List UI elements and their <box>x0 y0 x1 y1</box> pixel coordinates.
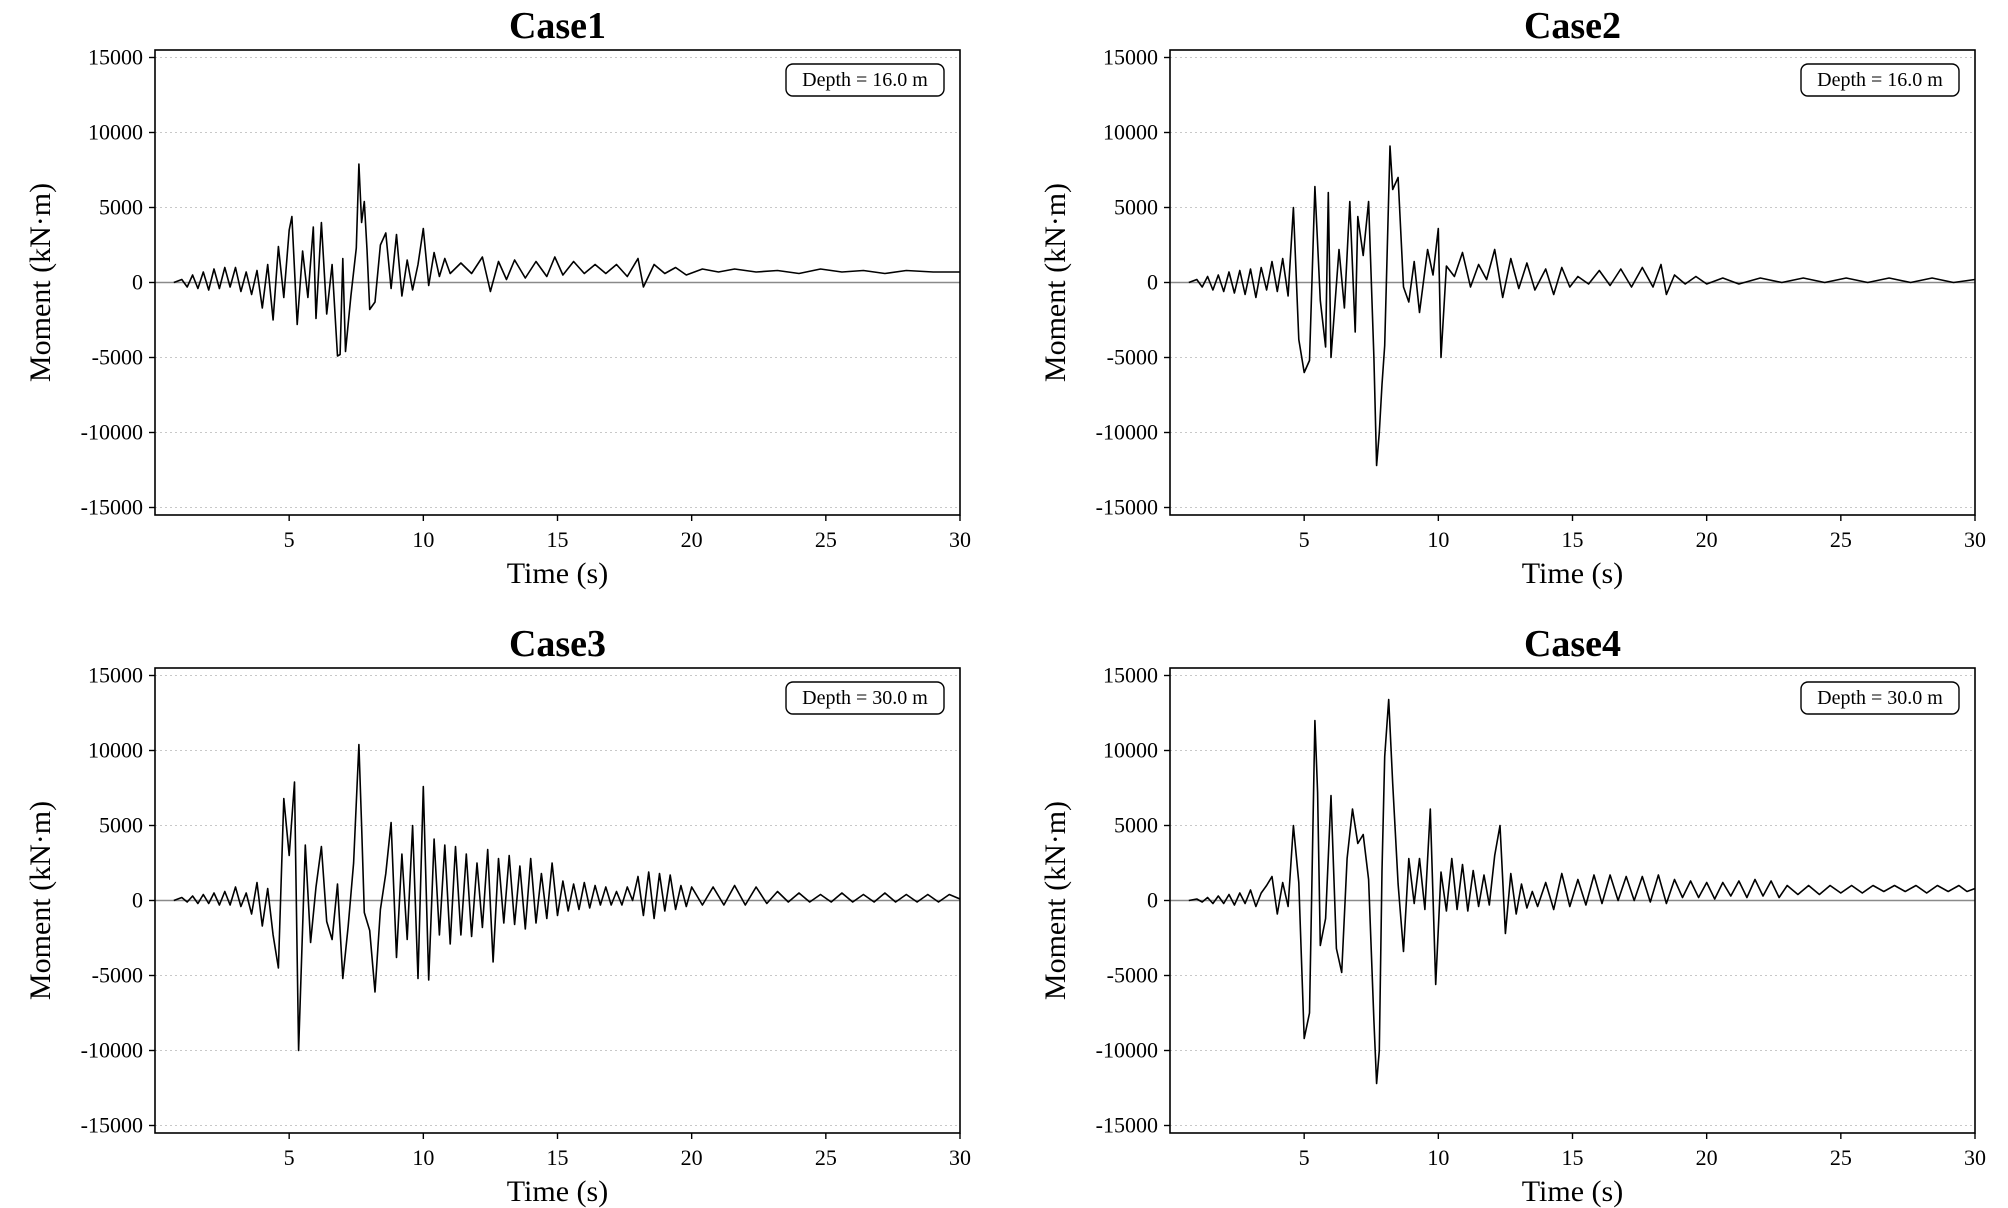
y-tick-label: -15000 <box>1096 495 1158 520</box>
x-tick-label: 15 <box>1562 1145 1584 1170</box>
x-axis-label: Time (s) <box>507 557 608 590</box>
y-tick-label: -5000 <box>1107 345 1158 370</box>
x-tick-label: 10 <box>1427 527 1449 552</box>
moment-trace <box>173 743 961 1052</box>
y-tick-label: 5000 <box>99 195 143 220</box>
chart-title: Case4 <box>1524 623 1621 665</box>
depth-annotation: Depth = 30.0 m <box>802 687 928 709</box>
x-tick-label: 25 <box>1830 527 1852 552</box>
y-tick-label: 5000 <box>99 813 143 838</box>
y-tick-label: 0 <box>132 270 143 295</box>
x-tick-label: 30 <box>949 1145 971 1170</box>
x-tick-label: 10 <box>412 527 434 552</box>
x-tick-label: 20 <box>681 527 703 552</box>
chart-panel-4: 15000 10000 5000 0 -5000 -10000 -15000 5 10 15 20 2… <box>1039 623 1986 1208</box>
y-tick-label: 15000 <box>88 663 143 688</box>
chart-title: Case3 <box>509 623 606 665</box>
y-tick-label: 0 <box>1147 270 1158 295</box>
x-tick-label: 10 <box>412 1145 434 1170</box>
x-tick-label: 5 <box>1299 1145 1310 1170</box>
x-tick-label: 30 <box>949 527 971 552</box>
y-tick-label: 0 <box>132 888 143 913</box>
x-tick-label: 25 <box>815 1145 837 1170</box>
x-tick-label: 20 <box>681 1145 703 1170</box>
y-tick-label: 10000 <box>88 120 143 145</box>
y-tick-label: 5000 <box>1114 813 1158 838</box>
x-tick-label: 5 <box>1299 527 1310 552</box>
moment-trace <box>1188 145 1976 467</box>
depth-annotation: Depth = 30.0 m <box>1817 687 1943 709</box>
y-tick-label: -15000 <box>81 495 143 520</box>
depth-annotation: Depth = 16.0 m <box>802 69 928 91</box>
chart-panel-3: 15000 10000 5000 0 -5000 -10000 -15000 5 10 15 20 2… <box>24 623 971 1208</box>
y-tick-label: -10000 <box>81 420 143 445</box>
y-tick-label: 15000 <box>1103 45 1158 70</box>
chart-panel-1: 15000 10000 5000 0 -5000 -10000 -15000 5 10 15 20 2… <box>24 5 971 590</box>
x-tick-label: 20 <box>1696 527 1718 552</box>
depth-annotation-box <box>1800 63 1960 97</box>
x-tick-label: 25 <box>1830 1145 1852 1170</box>
y-tick-label: 0 <box>1147 888 1158 913</box>
y-tick-label: 10000 <box>1103 738 1158 763</box>
y-axis-label: Moment (kN·m) <box>1039 801 1072 1000</box>
x-tick-label: 25 <box>815 527 837 552</box>
y-axis-label: Moment (kN·m) <box>1039 183 1072 382</box>
y-tick-label: 10000 <box>1103 120 1158 145</box>
x-tick-label: 30 <box>1964 1145 1986 1170</box>
y-tick-label: -5000 <box>92 963 143 988</box>
y-tick-label: -5000 <box>1107 963 1158 988</box>
moment-trace <box>1188 698 1976 1085</box>
depth-annotation-box <box>785 63 945 97</box>
chart-title: Case1 <box>509 5 606 47</box>
depth-annotation-box <box>1800 681 1960 715</box>
chart-title: Case2 <box>1524 5 1621 47</box>
depth-annotation-box <box>785 681 945 715</box>
y-tick-label: -10000 <box>1096 420 1158 445</box>
y-axis-label: Moment (kN·m) <box>24 183 57 382</box>
chart-panel-2: 15000 10000 5000 0 -5000 -10000 -15000 5 10 15 20 2… <box>1039 5 1986 590</box>
y-tick-label: -15000 <box>81 1113 143 1138</box>
x-tick-label: 15 <box>547 1145 569 1170</box>
x-axis-label: Time (s) <box>1522 557 1623 590</box>
x-tick-label: 20 <box>1696 1145 1718 1170</box>
y-tick-label: -15000 <box>1096 1113 1158 1138</box>
y-axis-label: Moment (kN·m) <box>24 801 57 1000</box>
x-tick-label: 5 <box>284 527 295 552</box>
y-tick-label: -10000 <box>1096 1038 1158 1063</box>
depth-annotation: Depth = 16.0 m <box>1817 69 1943 91</box>
y-tick-label: 15000 <box>1103 663 1158 688</box>
x-tick-label: 5 <box>284 1145 295 1170</box>
x-tick-label: 10 <box>1427 1145 1449 1170</box>
moment-trace <box>173 163 960 357</box>
x-tick-label: 30 <box>1964 527 1986 552</box>
y-tick-label: -10000 <box>81 1038 143 1063</box>
x-axis-label: Time (s) <box>1522 1175 1623 1208</box>
x-axis-label: Time (s) <box>507 1175 608 1208</box>
y-tick-label: -5000 <box>92 345 143 370</box>
y-tick-label: 10000 <box>88 738 143 763</box>
x-tick-label: 15 <box>547 527 569 552</box>
y-tick-label: 15000 <box>88 45 143 70</box>
x-tick-label: 15 <box>1562 527 1584 552</box>
y-tick-label: 5000 <box>1114 195 1158 220</box>
